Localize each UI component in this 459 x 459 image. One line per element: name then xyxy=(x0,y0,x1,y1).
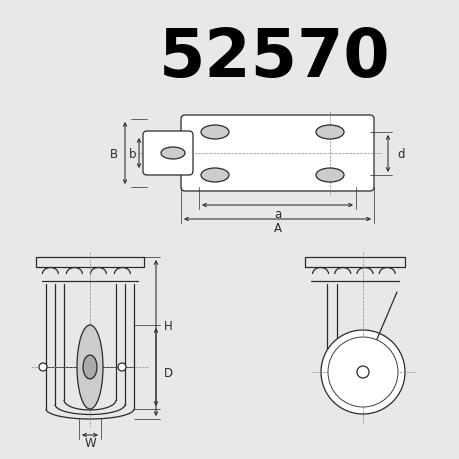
FancyBboxPatch shape xyxy=(180,116,373,191)
Text: A: A xyxy=(273,221,281,234)
Circle shape xyxy=(118,363,126,371)
Text: a: a xyxy=(273,207,280,220)
Circle shape xyxy=(39,363,47,371)
Ellipse shape xyxy=(77,325,103,409)
Text: H: H xyxy=(164,320,173,333)
Text: 52570: 52570 xyxy=(159,25,390,91)
Ellipse shape xyxy=(161,148,185,160)
FancyBboxPatch shape xyxy=(143,132,193,176)
Text: W: W xyxy=(84,437,95,449)
Circle shape xyxy=(356,366,368,378)
Ellipse shape xyxy=(201,126,229,140)
Ellipse shape xyxy=(201,168,229,183)
Text: B: B xyxy=(110,147,118,160)
Circle shape xyxy=(320,330,404,414)
Circle shape xyxy=(327,337,397,407)
Text: d: d xyxy=(396,148,403,161)
Ellipse shape xyxy=(83,355,97,379)
Ellipse shape xyxy=(315,168,343,183)
Text: D: D xyxy=(164,367,173,380)
Ellipse shape xyxy=(315,126,343,140)
Text: b: b xyxy=(128,147,136,160)
